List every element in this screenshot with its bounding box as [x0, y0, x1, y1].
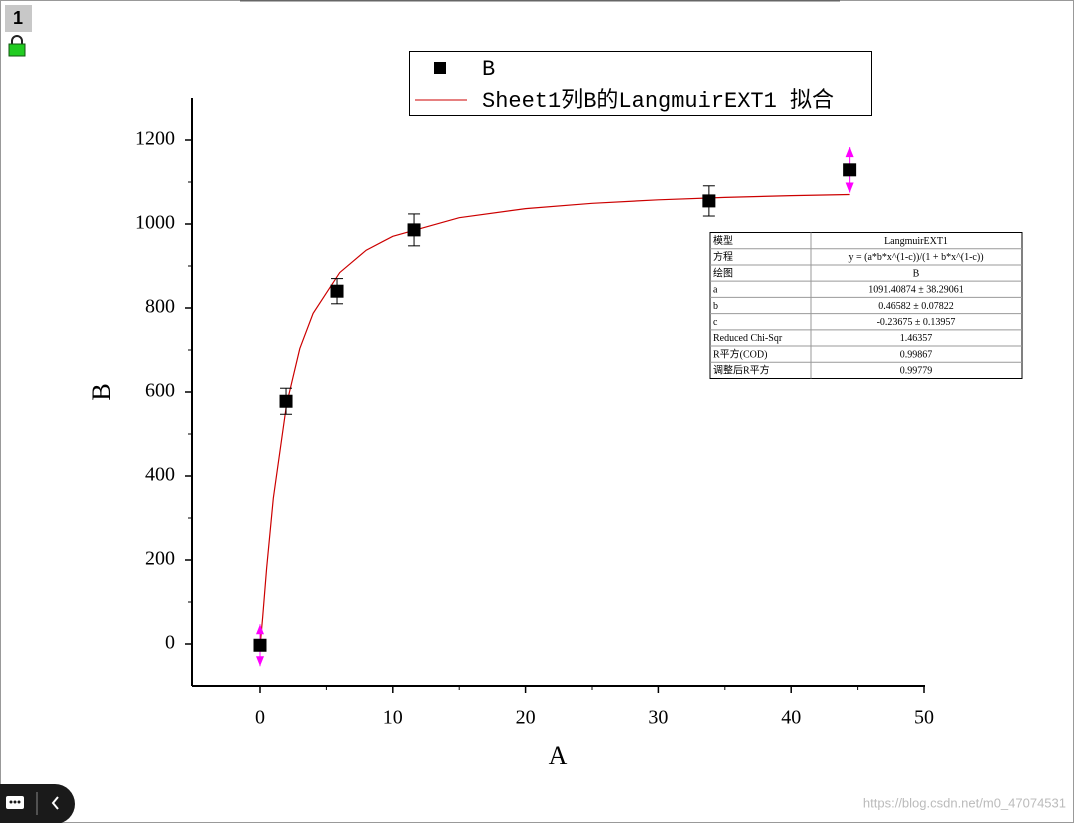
error-arrow — [256, 624, 264, 667]
y-tick-label: 1000 — [135, 212, 175, 234]
point — [702, 194, 716, 208]
x-tick-label: 30 — [648, 707, 668, 729]
x-tick-label: 50 — [914, 707, 934, 729]
y-tick-label: 0 — [165, 632, 175, 654]
table-label: 绘图 — [713, 266, 733, 279]
watermark: https://blog.csdn.net/m0_47074531 — [863, 795, 1066, 810]
table-value: 1091.40874 ± 38.29061 — [868, 285, 964, 296]
point — [279, 394, 293, 408]
y-tick-label: 800 — [145, 296, 175, 318]
legend-label: B — [482, 57, 495, 82]
badge: 1 — [13, 8, 23, 28]
table-value: 0.99867 — [900, 349, 933, 360]
table-value: LangmuirEXT1 — [884, 236, 948, 247]
legend-box — [409, 51, 872, 116]
fit-table-box — [709, 232, 1023, 379]
lock-icon — [8, 35, 26, 57]
table-label: b — [713, 301, 718, 312]
x-tick-label: 0 — [255, 707, 265, 729]
table-value: B — [913, 268, 920, 279]
point — [407, 223, 421, 237]
y-axis-title: B — [87, 383, 116, 400]
badge-box — [5, 5, 32, 32]
table-label: R平方(COD) — [713, 347, 767, 360]
x-tick-label: 40 — [781, 707, 801, 729]
table-label: a — [713, 285, 718, 296]
table-label: 模型 — [713, 234, 733, 247]
table-label: 调整后R平方 — [713, 364, 770, 377]
y-tick-label: 400 — [145, 464, 175, 486]
point — [330, 284, 344, 298]
table-label: Reduced Chi-Sqr — [713, 333, 783, 344]
table-value: y = (a*b*x^(1-c))/(1 + b*x^(1-c)) — [848, 252, 983, 263]
table-value: -0.23675 ± 0.13957 — [877, 317, 956, 328]
point — [253, 638, 267, 652]
table-value: 1.46357 — [900, 333, 933, 344]
table-label: c — [713, 317, 718, 328]
fit-line — [259, 193, 850, 645]
table-value: 0.99779 — [900, 366, 933, 377]
x-tick-label: 10 — [383, 707, 403, 729]
x-axis-title: A — [549, 741, 568, 770]
x-tick-label: 20 — [516, 707, 536, 729]
table-label: 方程 — [713, 250, 733, 263]
legend-label: Sheet1列B的LangmuirEXT1 拟合 — [482, 88, 834, 114]
y-tick-label: 1200 — [135, 128, 175, 150]
legend-marker — [434, 62, 446, 74]
y-tick-label: 600 — [145, 380, 175, 402]
point — [843, 163, 857, 177]
y-tick-label: 200 — [145, 548, 175, 570]
chat-button[interactable] — [0, 784, 75, 823]
table-value: 0.46582 ± 0.07822 — [878, 301, 954, 312]
error-arrow — [845, 147, 854, 193]
